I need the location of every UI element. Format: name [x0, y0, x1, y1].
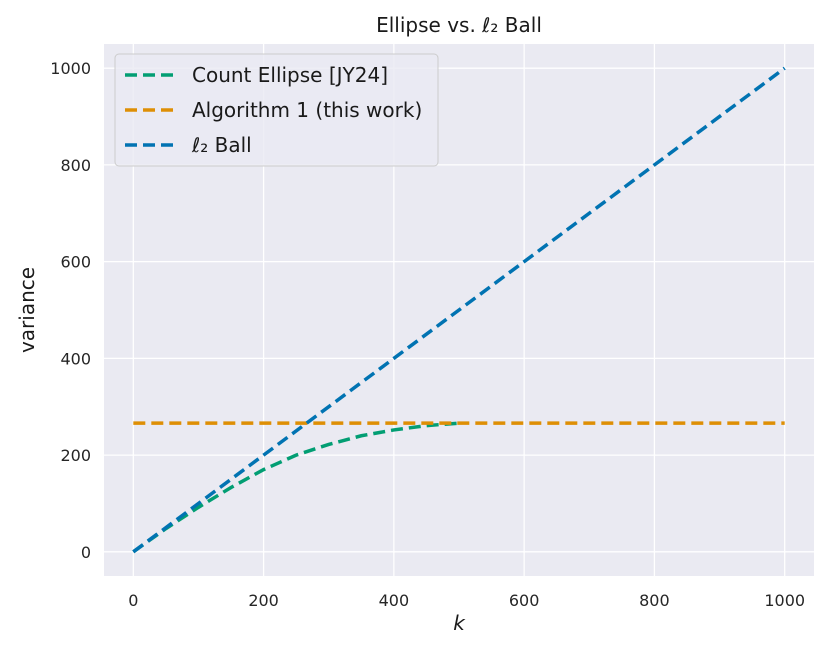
y-axis-label: variance	[15, 267, 39, 353]
x-tick-label: 1000	[764, 591, 805, 610]
series-line-1	[132, 421, 460, 554]
legend: Count Ellipse [JY24] Algorithm 1 (this wo…	[114, 53, 439, 167]
x-tick-label: 600	[509, 591, 540, 610]
y-tick-label: 0	[81, 543, 91, 562]
series-line-3	[132, 66, 786, 554]
x-tick-label: 0	[128, 591, 138, 610]
y-tick-label: 400	[60, 349, 91, 368]
x-tick-label: 200	[248, 591, 279, 610]
legend-label: Algorithm 1 (this work)	[192, 98, 422, 122]
legend-label: Count Ellipse [JY24]	[192, 63, 388, 87]
y-tick-label: 1000	[50, 59, 91, 78]
y-tick-label: 600	[60, 253, 91, 272]
y-tick-labels: 0 200 400 600 800 1000	[50, 59, 91, 562]
y-tick-label: 800	[60, 156, 91, 175]
y-tick-label: 200	[60, 446, 91, 465]
x-tick-label: 400	[379, 591, 410, 610]
legend-box	[114, 53, 439, 167]
x-axis-label: k	[453, 611, 466, 635]
x-tick-labels: 0 200 400 600 800 1000	[128, 591, 805, 610]
chart-title: Ellipse vs. ℓ₂ Ball	[376, 13, 542, 37]
series-lines	[132, 66, 786, 554]
legend-label: ℓ₂ Ball	[191, 133, 252, 157]
x-tick-label: 800	[639, 591, 670, 610]
